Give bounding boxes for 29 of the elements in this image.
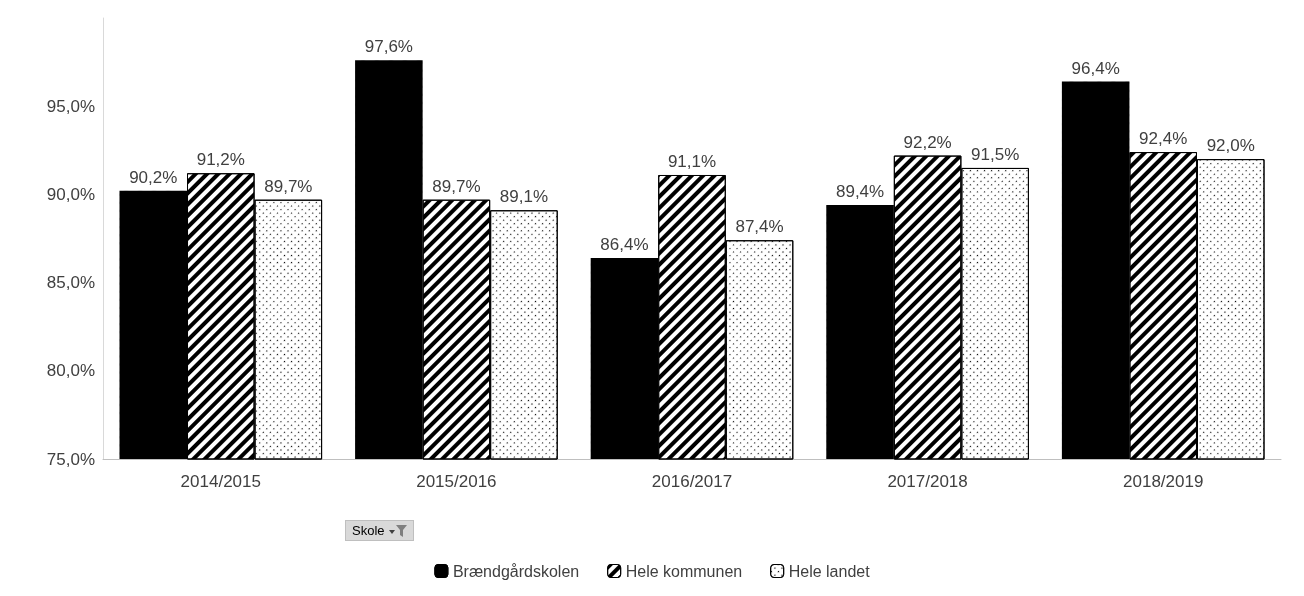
x-tick-label: 2016/2017 (651, 472, 733, 491)
data-label: 89,7% (264, 176, 313, 196)
x-tick-label: 2015/2016 (416, 472, 497, 491)
data-label: 96,4% (1071, 58, 1120, 78)
legend-label: Brændgårdskolen (452, 562, 580, 580)
y-tick-label: 85,0% (46, 273, 95, 293)
x-tick-label: 2017/2018 (887, 472, 968, 491)
data-label: 90,2% (129, 167, 178, 187)
data-label: 91,2% (196, 150, 245, 170)
legend-label: Hele landet (788, 562, 871, 580)
filter-button: Skole (345, 520, 414, 541)
x-tick-label: 2018/2019 (1123, 472, 1204, 491)
data-label: 89,4% (835, 181, 885, 201)
data-label: 89,7% (432, 176, 481, 196)
x-tick-label: 2014/2015 (180, 472, 261, 491)
y-tick-label: 75,0% (46, 449, 95, 469)
data-label: 91,1% (667, 152, 717, 171)
data-label: 89,1% (499, 187, 549, 207)
data-label: 87,4% (735, 217, 784, 237)
y-tick-label: 80,0% (46, 361, 95, 381)
y-tick-label: 90,0% (46, 184, 95, 204)
data-label: 92,4% (1139, 129, 1188, 149)
data-label: 92,2% (903, 132, 952, 152)
data-label: 86,4% (600, 234, 649, 254)
y-tick-label: 95,0% (46, 96, 95, 116)
data-label: 92,0% (1206, 136, 1255, 156)
data-label: 97,6% (364, 37, 413, 57)
legend-label: Hele kommunen (625, 562, 743, 580)
data-label: 91,5% (971, 144, 1020, 164)
